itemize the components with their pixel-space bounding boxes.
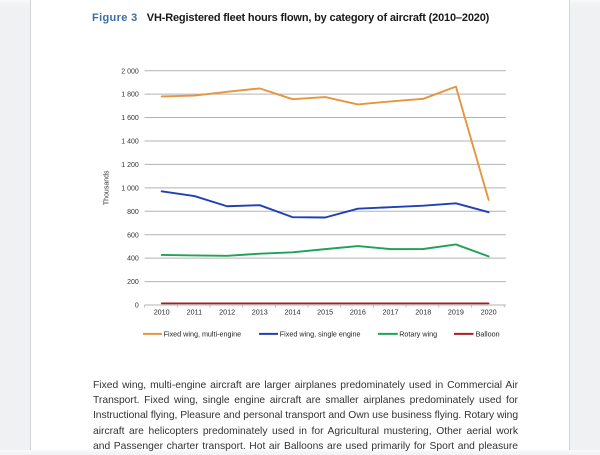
- svg-text:400: 400: [127, 256, 139, 263]
- svg-text:2013: 2013: [252, 308, 268, 317]
- svg-text:2017: 2017: [383, 308, 399, 317]
- svg-text:2015: 2015: [317, 308, 333, 317]
- svg-text:2014: 2014: [284, 308, 300, 317]
- svg-text:1 600: 1 600: [121, 115, 139, 122]
- svg-text:1 000: 1 000: [121, 185, 139, 192]
- svg-text:1 200: 1 200: [121, 162, 139, 169]
- svg-text:600: 600: [127, 232, 139, 239]
- svg-text:2019: 2019: [448, 308, 464, 317]
- svg-text:Rotary wing: Rotary wing: [399, 329, 437, 338]
- svg-text:Fixed wing, multi-engine: Fixed wing, multi-engine: [164, 329, 242, 338]
- svg-text:200: 200: [127, 279, 139, 286]
- svg-text:2016: 2016: [350, 308, 366, 317]
- svg-text:2018: 2018: [415, 308, 431, 317]
- svg-text:0: 0: [135, 303, 139, 310]
- svg-text:Fixed wing, single engine: Fixed wing, single engine: [280, 329, 361, 338]
- svg-text:1 400: 1 400: [121, 139, 139, 146]
- svg-text:Thousands: Thousands: [104, 170, 111, 205]
- svg-text:800: 800: [127, 209, 139, 216]
- svg-text:2020: 2020: [481, 308, 497, 317]
- svg-text:2010: 2010: [154, 308, 170, 317]
- svg-text:2 000: 2 000: [121, 68, 139, 75]
- svg-text:Balloon: Balloon: [476, 329, 500, 338]
- svg-text:2011: 2011: [187, 308, 202, 317]
- svg-text:1 800: 1 800: [121, 92, 139, 99]
- svg-text:2012: 2012: [219, 308, 235, 317]
